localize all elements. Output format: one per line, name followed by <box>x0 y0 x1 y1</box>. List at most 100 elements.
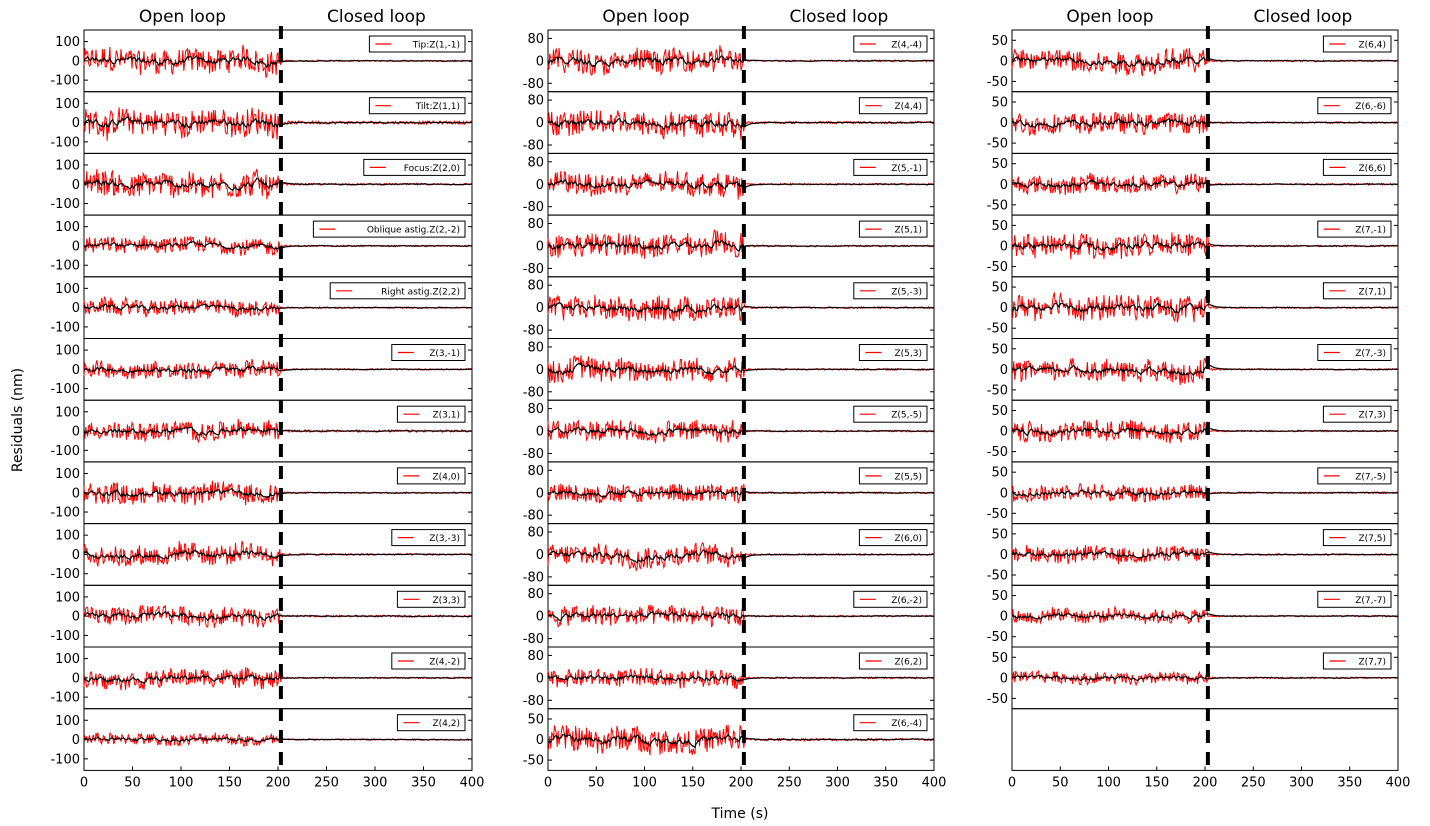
smoothed-residual-line <box>1011 674 1399 682</box>
y-axis-label: Residuals (nm) <box>10 368 26 472</box>
y-tick-label: 50 <box>991 404 1008 419</box>
y-tick-label: 0 <box>536 116 544 131</box>
x-tick-label: 100 <box>169 775 194 790</box>
x-tick-label: 50 <box>124 775 141 790</box>
y-tick-label: 100 <box>55 405 80 420</box>
y-tick-label: 0 <box>72 548 80 563</box>
legend-box <box>1322 158 1392 176</box>
chart-panel: 100 0 -100 Z(3,3) <box>50 584 473 648</box>
x-tick-label: 250 <box>777 775 802 790</box>
smoothed-residual-line <box>1011 363 1399 376</box>
open-loop-header: Open loop <box>139 7 226 27</box>
smoothed-residual-line <box>547 54 934 68</box>
chart-panel: 50 0 -50 Z(7,-5) <box>987 461 1399 525</box>
smoothed-residual-line <box>83 365 473 374</box>
legend-label: Z(7,-1) <box>1355 226 1386 236</box>
y-tick-label: -50 <box>987 137 1008 152</box>
chart-panel: 100 0 -100 Z(4,0) <box>50 461 473 525</box>
y-tick-label: 100 <box>55 590 80 605</box>
y-tick-label: 100 <box>55 158 80 173</box>
y-tick-label: 0 <box>536 239 544 254</box>
y-tick-label: 0 <box>1000 54 1008 69</box>
y-tick-label: 0 <box>1000 425 1008 440</box>
y-tick-label: 100 <box>55 467 80 482</box>
legend-box <box>1317 220 1392 238</box>
legend-box <box>858 220 928 238</box>
legend-label: Z(5,3) <box>894 349 922 359</box>
raw-residual-line <box>1011 482 1399 503</box>
y-tick-label: 0 <box>536 178 544 193</box>
legend-label: Tilt:Z(1,1) <box>415 102 460 112</box>
legend-box <box>1317 344 1392 361</box>
open-loop-header: Open loop <box>602 7 689 27</box>
y-tick-label: 80 <box>527 279 544 294</box>
y-tick-label: 80 <box>527 402 544 417</box>
y-tick-label: -100 <box>50 506 80 521</box>
chart-panel: 80 0 -80 Z(5,-3) <box>523 276 935 339</box>
x-tick-label: 300 <box>825 775 850 790</box>
y-tick-label: 100 <box>55 220 80 235</box>
panel-frame <box>1011 708 1399 771</box>
legend-label: Focus:Z(2,0) <box>404 164 460 174</box>
y-tick-label: -50 <box>987 692 1008 707</box>
legend-label: Z(3,-3) <box>429 534 460 544</box>
chart-panel: 50 0 -50 Z(7,-3) <box>987 338 1399 401</box>
y-tick-label: 0 <box>1000 486 1008 501</box>
y-tick-label: 80 <box>527 464 544 479</box>
x-tick-label: 100 <box>1096 775 1121 790</box>
chart-panel: 80 0 -80 Z(5,5) <box>523 461 935 525</box>
legend-label: Z(5,1) <box>894 226 922 236</box>
y-tick-label: 0 <box>1000 363 1008 378</box>
smoothed-residual-line <box>83 610 472 622</box>
y-tick-label: 0 <box>536 301 544 316</box>
smoothed-residual-line <box>83 736 473 743</box>
y-tick-label: -100 <box>50 135 80 150</box>
y-tick-label: 100 <box>55 97 80 112</box>
legend-box <box>368 97 466 115</box>
chart-panel: 100 0 -100 Tilt:Z(1,1) <box>50 91 473 154</box>
legend-box <box>853 714 928 732</box>
y-tick-label: 0 <box>1000 671 1008 686</box>
y-tick-label: 0 <box>536 425 544 440</box>
chart-column: 50 0 -50 Z(6,4) 50 0 -50 Z(6,-6) 50 0 -50 Z(6,6) 50 0… <box>987 26 1410 790</box>
chart-panel: 100 0 -100 Oblique astig.Z(2,-2) <box>50 214 473 278</box>
y-tick-label: 0 <box>536 363 544 378</box>
y-tick-label: 0 <box>72 363 80 378</box>
raw-residual-line <box>1011 111 1399 137</box>
smoothed-residual-line <box>547 425 934 437</box>
raw-residual-line <box>1011 669 1399 687</box>
open-loop-header: Open loop <box>1066 7 1153 27</box>
chart-column: 800-80Z(4,-4)800-80Z(4,4)800-80Z(5,-1)80… <box>523 26 946 790</box>
y-tick-label: -100 <box>50 691 80 706</box>
legend-box <box>853 590 928 608</box>
y-tick-label: -100 <box>50 567 80 582</box>
y-tick-label: -50 <box>523 754 544 769</box>
y-tick-label: 0 <box>1000 116 1008 131</box>
legend-label: Oblique astig.Z(2,-2) <box>367 226 460 236</box>
chart-panel: 50 0 -50 Z(7,5) <box>987 523 1399 586</box>
y-tick-label: -50 <box>987 630 1008 645</box>
smoothed-residual-line <box>547 361 935 376</box>
y-tick-label: 50 <box>991 34 1008 49</box>
y-tick-label: -80 <box>523 385 544 400</box>
smoothed-residual-line <box>1011 117 1399 130</box>
legend-label: Z(3,3) <box>432 596 460 606</box>
legend-box <box>391 652 466 670</box>
legend-label: Z(6,4) <box>1358 41 1386 51</box>
y-tick-label: -100 <box>50 444 80 459</box>
y-tick-label: 0 <box>72 301 80 316</box>
raw-residual-line <box>83 540 473 567</box>
y-tick-label: 0 <box>1000 178 1008 193</box>
legend-label: Z(4,2) <box>432 719 460 729</box>
y-tick-label: 50 <box>991 342 1008 357</box>
chart-panel <box>1011 708 1399 771</box>
legend-box <box>1322 652 1392 670</box>
y-tick-label: 80 <box>527 155 544 170</box>
x-tick-label: 100 <box>632 775 657 790</box>
chart-panel: 50 0 -50 Z(7,1) <box>987 276 1399 339</box>
y-tick-label: 0 <box>72 178 80 193</box>
smoothed-residual-line <box>1011 612 1398 620</box>
legend-label: Right astig.Z(2,2) <box>381 287 460 297</box>
y-tick-label: 80 <box>527 94 544 109</box>
